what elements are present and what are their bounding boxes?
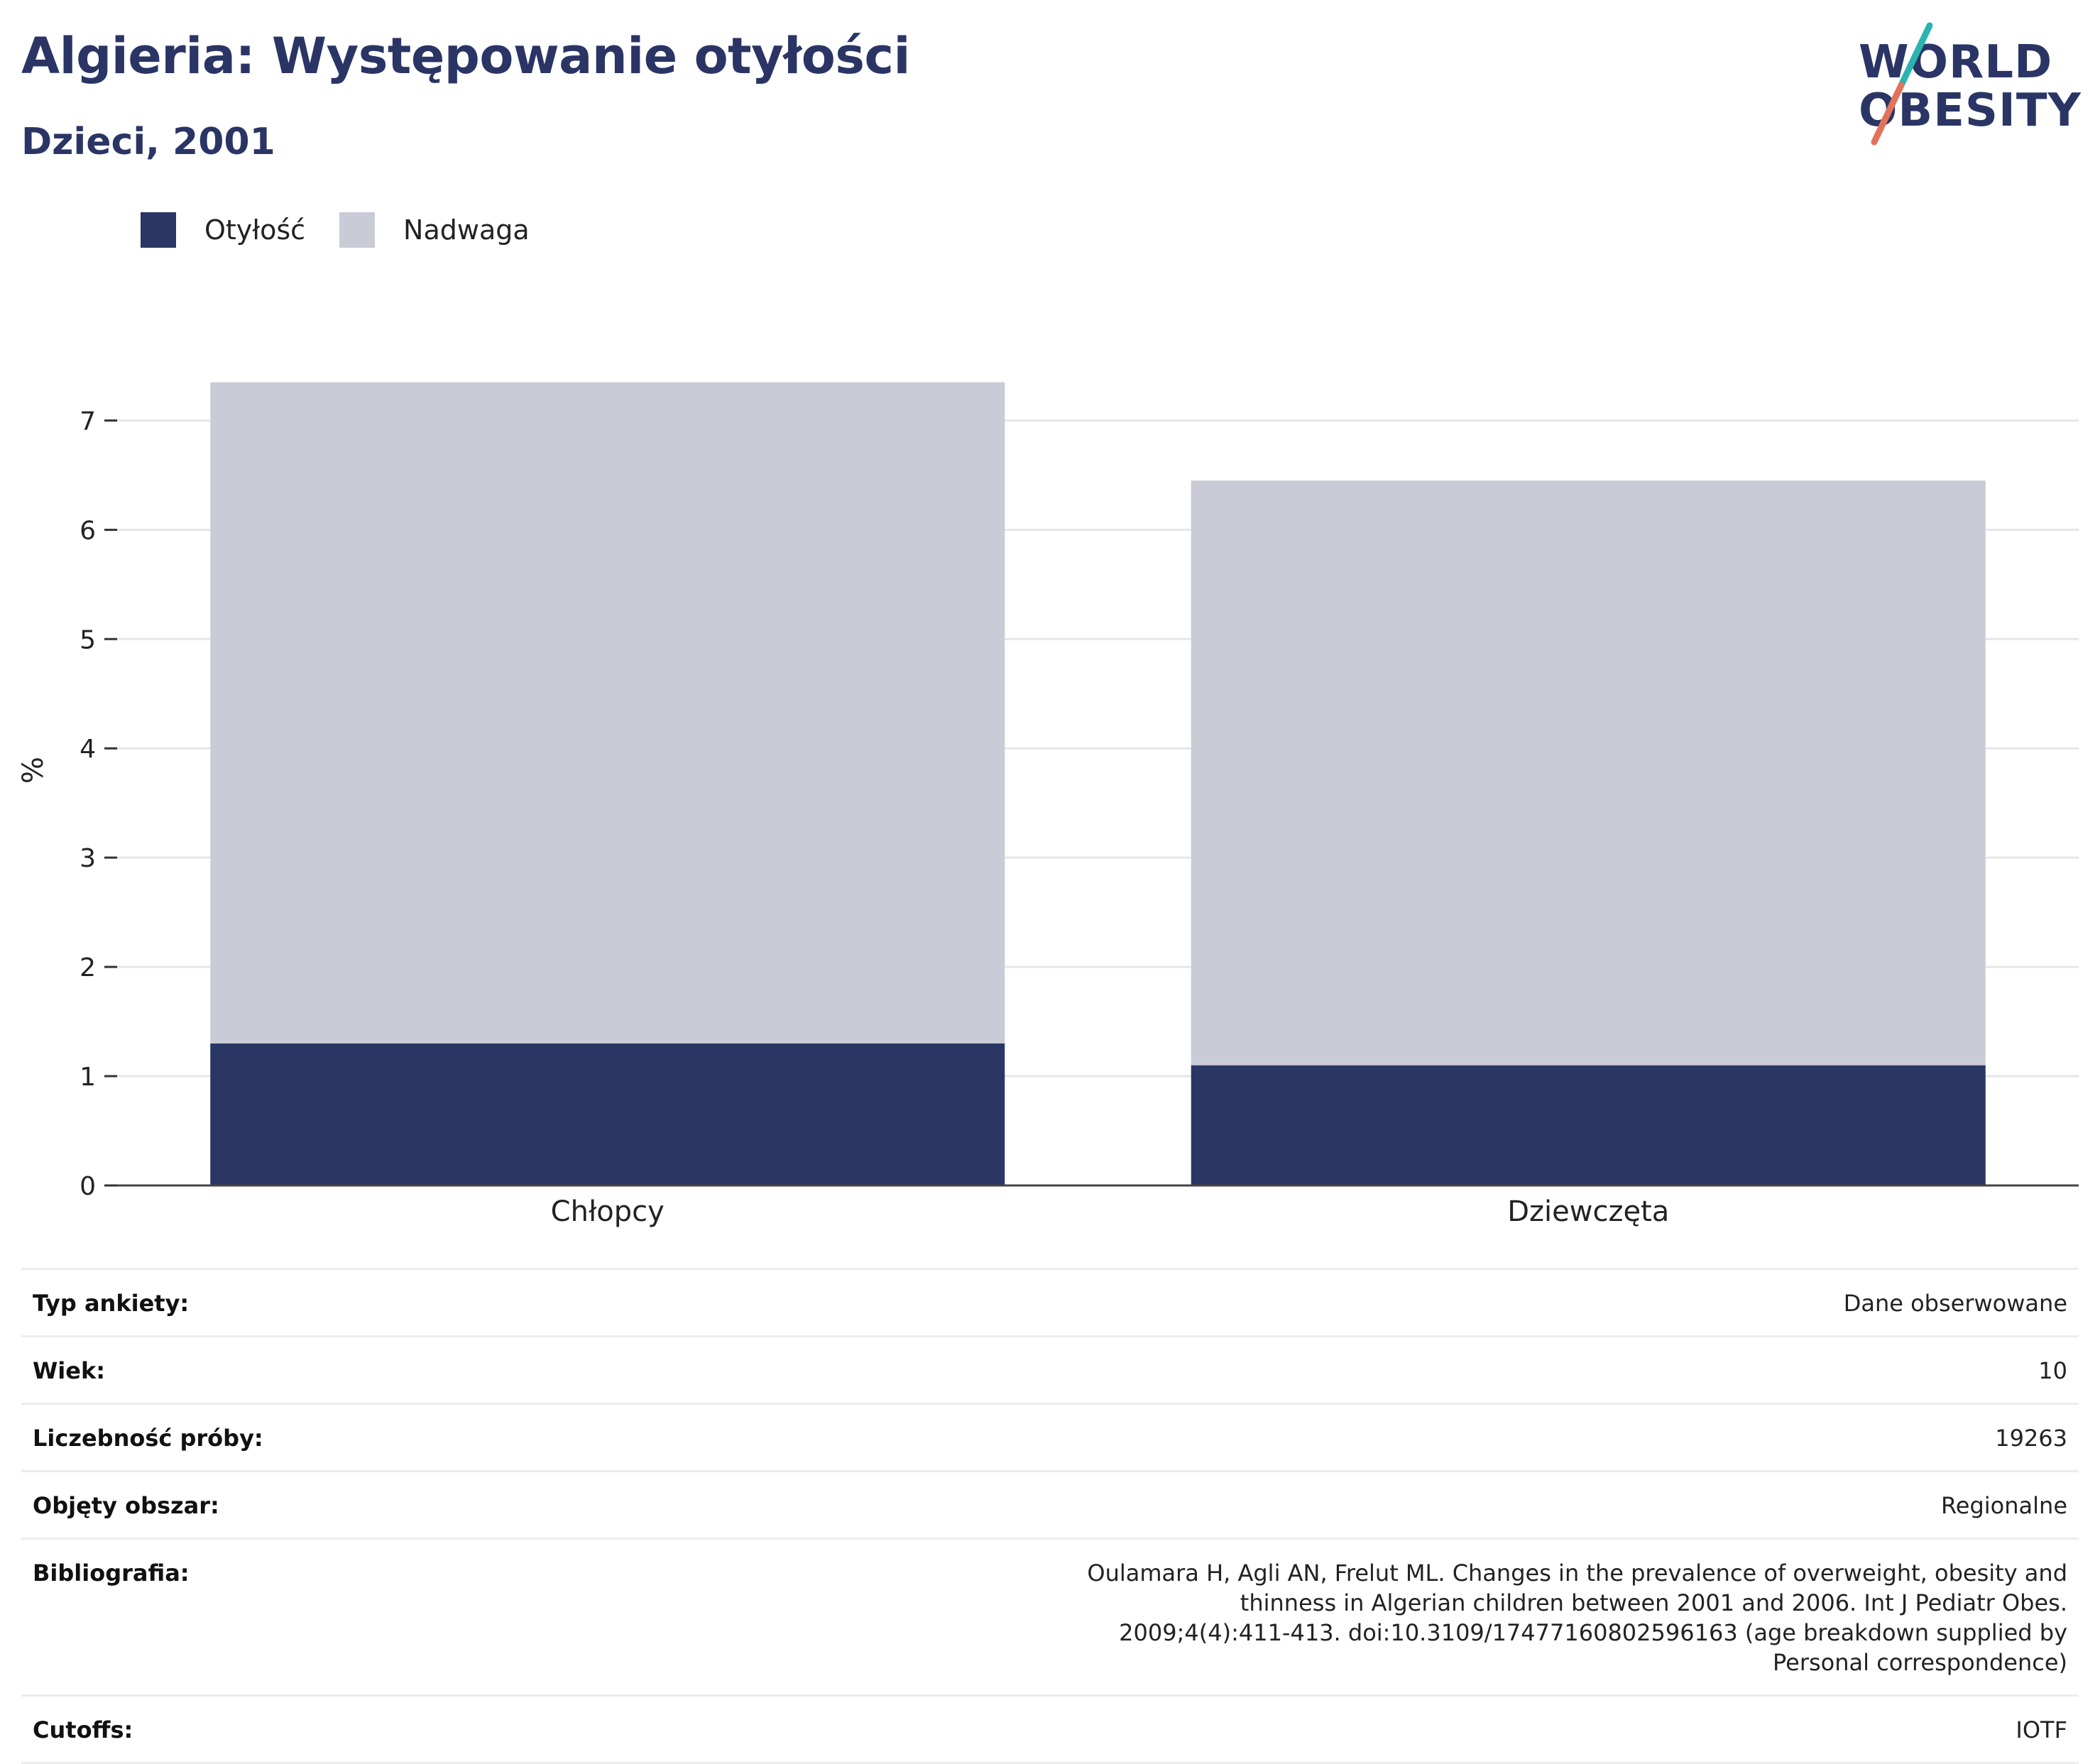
x-category-label: Dziewczęta bbox=[1507, 1195, 1669, 1228]
page-title: Algieria: Występowanie otyłości bbox=[21, 27, 911, 85]
x-category-label: Chłopcy bbox=[551, 1195, 665, 1228]
world-obesity-logo: WORLD OBESITY bbox=[1846, 20, 2087, 148]
y-tick-label: 6 bbox=[80, 516, 96, 545]
bar-obesity bbox=[210, 1043, 1005, 1185]
info-row: Wiek: 10 bbox=[21, 1336, 2079, 1404]
info-key: Wiek: bbox=[33, 1357, 106, 1384]
info-value: Dane obserwowane bbox=[1843, 1290, 2067, 1317]
info-value: IOTF bbox=[2016, 1716, 2067, 1743]
bar-overweight bbox=[210, 382, 1005, 1043]
info-value: Regionalne bbox=[1940, 1492, 2067, 1519]
y-tick-label: 0 bbox=[80, 1172, 96, 1201]
y-tick-label: 3 bbox=[80, 844, 96, 873]
legend-swatch-overweight bbox=[339, 212, 376, 248]
info-key: Typ ankiety: bbox=[33, 1290, 190, 1317]
y-tick-label: 4 bbox=[80, 735, 96, 764]
info-row: Liczebność próby: 19263 bbox=[21, 1403, 2079, 1472]
y-tick-label: 2 bbox=[80, 953, 96, 982]
info-row: Cutoffs: IOTF bbox=[21, 1695, 2079, 1763]
info-value: Oulamara H, Agli AN, Frelut ML. Changes … bbox=[1087, 1560, 2067, 1676]
logo-slash-icon bbox=[1871, 22, 1933, 146]
y-tick-label: 1 bbox=[80, 1063, 96, 1092]
info-key: Liczebność próby: bbox=[33, 1425, 263, 1452]
y-tick-label: 7 bbox=[80, 407, 96, 436]
info-row: Bibliografia: Oulamara H, Agli AN, Frelut… bbox=[21, 1538, 2079, 1696]
chart-legend: Otyłość Nadwaga bbox=[141, 210, 564, 250]
page-subtitle: Dzieci, 2001 bbox=[21, 121, 275, 163]
y-axis-title: % bbox=[17, 757, 50, 784]
logo-text-world: WORLD bbox=[1859, 36, 2053, 89]
legend-label-obesity: Otyłość bbox=[204, 214, 306, 246]
legend-item-overweight[interactable]: Nadwaga bbox=[339, 212, 530, 248]
info-row: Typ ankiety: Dane obserwowane bbox=[21, 1269, 2079, 1337]
info-value: 10 bbox=[2038, 1357, 2067, 1384]
survey-info-table: Typ ankiety: Dane obserwowane Wiek: 10 Licze… bbox=[21, 1268, 2079, 1764]
bar-overweight bbox=[1191, 481, 1986, 1065]
y-tick-label: 5 bbox=[80, 625, 96, 654]
info-key: Cutoffs: bbox=[33, 1716, 133, 1743]
info-value: 19263 bbox=[1995, 1425, 2067, 1452]
legend-swatch-obesity bbox=[141, 212, 176, 248]
legend-item-obesity[interactable]: Otyłość bbox=[141, 212, 305, 248]
bar-obesity bbox=[1191, 1065, 1986, 1185]
info-key: Bibliografia: bbox=[33, 1560, 190, 1587]
info-key: Objęty obszar: bbox=[33, 1492, 219, 1519]
legend-label-overweight: Nadwaga bbox=[403, 214, 530, 246]
info-row: Objęty obszar: Regionalne bbox=[21, 1471, 2079, 1539]
stacked-bar-chart: 0 1 2 3 4 5 6 7% Chłopcy Dziewczęta bbox=[17, 382, 2079, 1228]
